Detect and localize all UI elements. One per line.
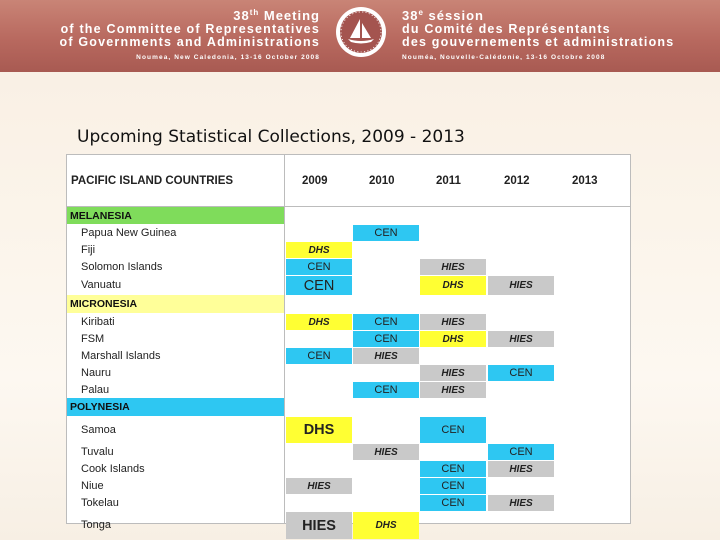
- year-header: 2010: [369, 175, 395, 187]
- banner-french: 38e séssion du Comité des Représentants …: [402, 6, 674, 61]
- collection-badge-hies: HIES: [488, 461, 554, 477]
- collection-badge-cen: CEN: [420, 461, 486, 477]
- banner-english: 38th Meeting of the Committee of Represe…: [59, 6, 320, 61]
- year-header: 2013: [572, 175, 598, 187]
- meeting-number: 38: [233, 8, 250, 23]
- banner-line2-en: of Governments and Administrations: [59, 35, 320, 49]
- collections-table: PACIFIC ISLAND COUNTRIES 2009 2010 2011 201…: [66, 154, 631, 539]
- collection-badge-cen: CEN: [353, 314, 419, 330]
- collection-badge-dhs: DHS: [420, 276, 486, 295]
- meeting-number-fr: 38: [402, 8, 419, 23]
- collection-badge-hies: HIES: [488, 495, 554, 511]
- collection-badge-dhs: DHS: [286, 314, 352, 330]
- country-label: Tonga: [81, 519, 111, 531]
- collection-badge-hies: HIES: [286, 512, 352, 539]
- year-header: 2009: [302, 175, 328, 187]
- country-label: Cook Islands: [81, 462, 145, 475]
- collection-badge-cen: CEN: [353, 331, 419, 347]
- meeting-ordinal: th: [249, 8, 260, 17]
- collection-badge-cen: CEN: [286, 348, 352, 364]
- country-label: Palau: [81, 383, 110, 396]
- region-melanesia: MELANESIA: [67, 207, 284, 224]
- country-label: Kiribati: [81, 315, 115, 328]
- collection-badge-dhs: DHS: [353, 512, 419, 539]
- collection-badge-hies: HIES: [488, 331, 554, 347]
- country-label: Fiji: [81, 243, 96, 256]
- table-header-label: PACIFIC ISLAND COUNTRIES: [71, 175, 234, 187]
- banner-meeting-fr: 38e séssion: [402, 6, 674, 23]
- collection-badge-cen: CEN: [420, 417, 486, 443]
- collection-badge-dhs: DHS: [420, 331, 486, 347]
- collection-badge-cen: CEN: [353, 382, 419, 398]
- column-divider: [284, 155, 285, 523]
- country-label: Tokelau: [81, 496, 119, 509]
- country-label: Niue: [81, 479, 104, 492]
- collection-badge-hies: HIES: [420, 365, 486, 381]
- banner-line1-fr: du Comité des Représentants: [402, 22, 611, 36]
- collection-badge-hies: HIES: [286, 478, 352, 494]
- country-label: Solomon Islands: [81, 260, 163, 273]
- region-micronesia: MICRONESIA: [67, 295, 284, 313]
- country-label: Vanuatu: [81, 279, 122, 291]
- collection-badge-dhs: DHS: [286, 242, 352, 258]
- spc-logo-icon: [336, 7, 386, 57]
- collection-badge-hies: HIES: [420, 382, 486, 398]
- collection-badge-hies: HIES: [353, 444, 419, 460]
- slide-title: Upcoming Statistical Collections, 2009 -…: [77, 127, 465, 147]
- collection-badge-dhs: DHS: [286, 417, 352, 443]
- collection-badge-cen: CEN: [286, 259, 352, 275]
- banner-place-fr: Nouméa, Nouvelle-Calédonie, 13-16 Octobr…: [402, 54, 606, 61]
- country-label: Marshall Islands: [81, 349, 161, 362]
- country-label: Papua New Guinea: [81, 226, 177, 239]
- meeting-word: Meeting: [263, 8, 320, 23]
- year-header: 2011: [436, 175, 461, 187]
- country-label: Nauru: [81, 366, 111, 379]
- collection-badge-cen: CEN: [353, 225, 419, 241]
- collection-badge-hies: HIES: [420, 259, 486, 275]
- country-label: FSM: [81, 332, 105, 345]
- collection-badge-cen: CEN: [488, 365, 554, 381]
- conference-banner: 38th Meeting of the Committee of Represe…: [0, 0, 720, 72]
- country-label: Samoa: [81, 423, 116, 436]
- collection-badge-cen: CEN: [488, 444, 554, 460]
- collection-badge-cen: CEN: [420, 478, 486, 494]
- year-header: 2012: [504, 175, 530, 187]
- banner-line1-en: of the Committee of Representatives: [60, 22, 320, 36]
- region-polynesia: POLYNESIA: [67, 398, 284, 416]
- collection-badge-cen: CEN: [420, 495, 486, 511]
- collection-badge-hies: HIES: [353, 348, 419, 364]
- country-label: Tuvalu: [81, 445, 114, 458]
- header-divider: [67, 206, 630, 207]
- collection-badge-cen: CEN: [286, 276, 352, 295]
- banner-place-en: Noumea, New Caledonia, 13-16 October 200…: [136, 54, 320, 61]
- collection-badge-hies: HIES: [420, 314, 486, 330]
- meeting-ordinal-fr: e: [418, 8, 424, 17]
- meeting-word-fr: séssion: [428, 8, 484, 23]
- banner-line2-fr: des gouvernements et administrations: [402, 35, 675, 49]
- collection-badge-hies: HIES: [488, 276, 554, 295]
- banner-meeting-en: 38th Meeting: [59, 6, 320, 23]
